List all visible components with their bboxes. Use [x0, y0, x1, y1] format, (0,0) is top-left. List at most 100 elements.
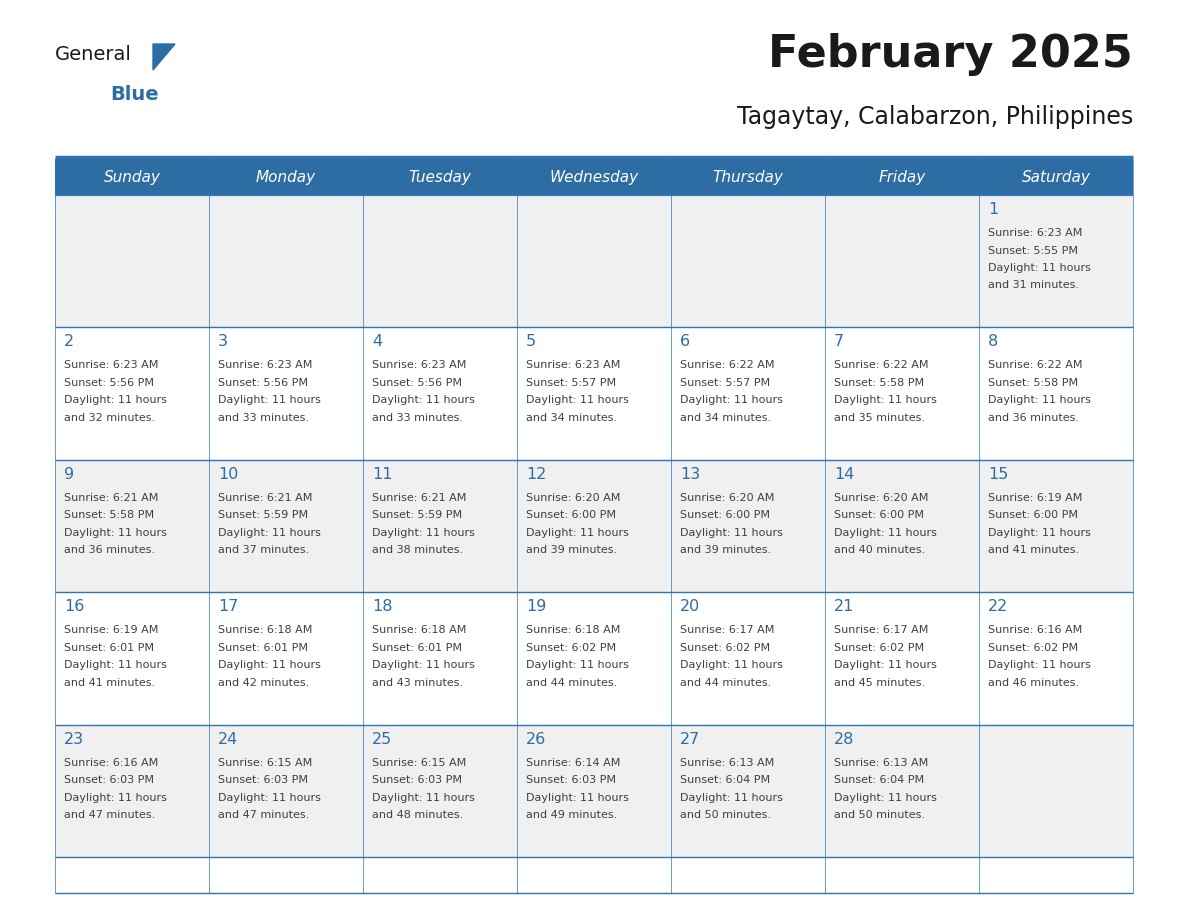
Text: and 45 minutes.: and 45 minutes.	[834, 677, 925, 688]
Bar	[55, 724, 209, 857]
Text: Daylight: 11 hours: Daylight: 11 hours	[372, 660, 475, 670]
Text: Daylight: 11 hours: Daylight: 11 hours	[680, 660, 783, 670]
Text: Daylight: 11 hours: Daylight: 11 hours	[834, 792, 937, 802]
Text: Daylight: 11 hours: Daylight: 11 hours	[680, 396, 783, 406]
Text: 10: 10	[219, 466, 239, 482]
Text: and 41 minutes.: and 41 minutes.	[64, 677, 156, 688]
Text: Daylight: 11 hours: Daylight: 11 hours	[372, 792, 475, 802]
Bar	[209, 592, 364, 724]
Text: and 39 minutes.: and 39 minutes.	[526, 545, 617, 555]
Bar	[55, 195, 209, 328]
Bar	[979, 328, 1133, 460]
Text: Sunset: 6:02 PM: Sunset: 6:02 PM	[526, 643, 617, 653]
Bar	[364, 460, 517, 592]
Text: Daylight: 11 hours: Daylight: 11 hours	[526, 792, 628, 802]
Text: Friday: Friday	[878, 170, 925, 185]
Text: 17: 17	[219, 599, 239, 614]
Text: 12: 12	[526, 466, 546, 482]
Text: and 43 minutes.: and 43 minutes.	[372, 677, 463, 688]
Bar	[364, 159, 517, 195]
Text: Monday: Monday	[255, 170, 316, 185]
Text: 11: 11	[372, 466, 392, 482]
Text: 14: 14	[834, 466, 854, 482]
Text: Daylight: 11 hours: Daylight: 11 hours	[64, 660, 166, 670]
Text: 2: 2	[64, 334, 74, 350]
Text: 15: 15	[988, 466, 1009, 482]
Text: 21: 21	[834, 599, 854, 614]
Text: Sunset: 5:56 PM: Sunset: 5:56 PM	[219, 378, 308, 388]
Text: Tuesday: Tuesday	[409, 170, 472, 185]
Text: Sunset: 6:02 PM: Sunset: 6:02 PM	[680, 643, 770, 653]
Text: Sunrise: 6:23 AM: Sunrise: 6:23 AM	[988, 228, 1082, 238]
Text: and 50 minutes.: and 50 minutes.	[680, 810, 771, 820]
Text: Daylight: 11 hours: Daylight: 11 hours	[219, 792, 321, 802]
Bar	[209, 724, 364, 857]
Text: and 47 minutes.: and 47 minutes.	[64, 810, 156, 820]
Text: Blue: Blue	[110, 85, 159, 104]
Text: and 44 minutes.: and 44 minutes.	[526, 677, 618, 688]
Text: and 46 minutes.: and 46 minutes.	[988, 677, 1079, 688]
Text: Sunset: 5:58 PM: Sunset: 5:58 PM	[834, 378, 924, 388]
Text: 5: 5	[526, 334, 536, 350]
Text: 7: 7	[834, 334, 845, 350]
Text: Sunset: 5:56 PM: Sunset: 5:56 PM	[64, 378, 154, 388]
Text: Sunset: 6:00 PM: Sunset: 6:00 PM	[834, 510, 924, 521]
Text: Sunrise: 6:22 AM: Sunrise: 6:22 AM	[834, 361, 929, 370]
Bar	[364, 724, 517, 857]
Text: Sunrise: 6:23 AM: Sunrise: 6:23 AM	[219, 361, 312, 370]
Bar	[671, 592, 824, 724]
Text: and 33 minutes.: and 33 minutes.	[372, 413, 463, 423]
Text: Daylight: 11 hours: Daylight: 11 hours	[372, 528, 475, 538]
Text: and 32 minutes.: and 32 minutes.	[64, 413, 156, 423]
Bar	[979, 195, 1133, 328]
Text: Sunset: 6:00 PM: Sunset: 6:00 PM	[988, 510, 1078, 521]
Text: Daylight: 11 hours: Daylight: 11 hours	[372, 396, 475, 406]
Text: Daylight: 11 hours: Daylight: 11 hours	[834, 396, 937, 406]
Bar	[55, 159, 209, 195]
Text: Sunset: 6:00 PM: Sunset: 6:00 PM	[680, 510, 770, 521]
Text: Sunrise: 6:17 AM: Sunrise: 6:17 AM	[680, 625, 775, 635]
Text: Daylight: 11 hours: Daylight: 11 hours	[526, 660, 628, 670]
Text: Sunrise: 6:21 AM: Sunrise: 6:21 AM	[372, 493, 467, 503]
Text: 25: 25	[372, 732, 392, 746]
Text: and 48 minutes.: and 48 minutes.	[372, 810, 463, 820]
Text: Sunrise: 6:18 AM: Sunrise: 6:18 AM	[526, 625, 620, 635]
Text: Sunrise: 6:19 AM: Sunrise: 6:19 AM	[64, 625, 158, 635]
Text: Wednesday: Wednesday	[549, 170, 639, 185]
Text: Sunset: 5:58 PM: Sunset: 5:58 PM	[64, 510, 154, 521]
Text: 1: 1	[988, 202, 998, 217]
Bar	[824, 724, 979, 857]
Text: Daylight: 11 hours: Daylight: 11 hours	[988, 263, 1091, 273]
Text: Sunrise: 6:19 AM: Sunrise: 6:19 AM	[988, 493, 1082, 503]
Text: Sunrise: 6:13 AM: Sunrise: 6:13 AM	[680, 757, 775, 767]
Text: Sunrise: 6:15 AM: Sunrise: 6:15 AM	[372, 757, 466, 767]
Text: Sunset: 6:02 PM: Sunset: 6:02 PM	[834, 643, 924, 653]
Text: and 40 minutes.: and 40 minutes.	[834, 545, 925, 555]
Bar	[364, 592, 517, 724]
Text: Daylight: 11 hours: Daylight: 11 hours	[988, 396, 1091, 406]
Bar	[671, 724, 824, 857]
Text: Sunset: 6:03 PM: Sunset: 6:03 PM	[219, 775, 308, 785]
Text: Sunrise: 6:22 AM: Sunrise: 6:22 AM	[680, 361, 775, 370]
Text: Sunrise: 6:13 AM: Sunrise: 6:13 AM	[834, 757, 928, 767]
Text: Sunset: 6:04 PM: Sunset: 6:04 PM	[680, 775, 770, 785]
Text: 8: 8	[988, 334, 998, 350]
Text: and 39 minutes.: and 39 minutes.	[680, 545, 771, 555]
Text: Sunset: 6:03 PM: Sunset: 6:03 PM	[372, 775, 462, 785]
Text: and 34 minutes.: and 34 minutes.	[680, 413, 771, 423]
Text: and 36 minutes.: and 36 minutes.	[64, 545, 154, 555]
Bar	[824, 195, 979, 328]
Text: 18: 18	[372, 599, 392, 614]
Text: 6: 6	[680, 334, 690, 350]
Text: and 41 minutes.: and 41 minutes.	[988, 545, 1079, 555]
Text: Daylight: 11 hours: Daylight: 11 hours	[680, 792, 783, 802]
Bar	[55, 592, 209, 724]
Text: 9: 9	[64, 466, 74, 482]
Bar	[364, 195, 517, 328]
Text: Daylight: 11 hours: Daylight: 11 hours	[526, 396, 628, 406]
Text: 28: 28	[834, 732, 854, 746]
Text: Saturday: Saturday	[1022, 170, 1091, 185]
Text: Sunset: 6:01 PM: Sunset: 6:01 PM	[219, 643, 308, 653]
Text: Sunrise: 6:18 AM: Sunrise: 6:18 AM	[219, 625, 312, 635]
Text: Sunrise: 6:20 AM: Sunrise: 6:20 AM	[834, 493, 928, 503]
